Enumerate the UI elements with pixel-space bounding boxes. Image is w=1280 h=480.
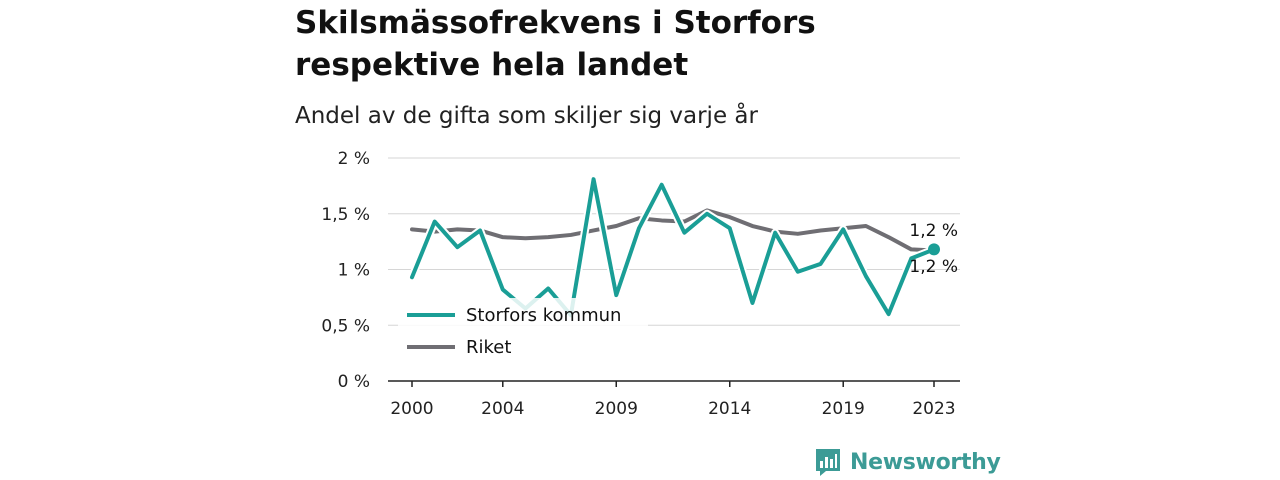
x-tick-label: 2009 (595, 399, 638, 419)
legend-label: Storfors kommun (466, 305, 621, 326)
x-tick-label: 2023 (912, 399, 955, 419)
y-tick-label: 2 % (338, 149, 370, 169)
chart-title: Skilsmässofrekvens i Storfors respektive… (295, 5, 816, 83)
end-labels: 1,2 % 1,2 % (909, 221, 958, 277)
newsworthy-logo-icon (816, 449, 840, 476)
series-lines (408, 175, 938, 320)
end-value-label: 1,2 % (909, 257, 958, 277)
series-line-riket (410, 208, 936, 253)
series-halo (408, 175, 938, 320)
chart-subtitle: Andel av de gifta som skiljer sig varje … (295, 103, 758, 129)
brand-name: Newsworthy (850, 449, 1001, 475)
x-tick-label: 2000 (390, 399, 433, 419)
series-line-storfors (410, 177, 936, 318)
end-point-marker (928, 243, 940, 256)
y-tick-label: 0,5 % (321, 316, 370, 336)
legend-background (398, 298, 648, 368)
legend: Storfors kommun Riket (398, 298, 648, 368)
x-tick-label: 2019 (822, 399, 865, 419)
end-value-label: 1,2 % (909, 221, 958, 241)
x-axis: 2000 2004 2009 2014 2019 2023 (388, 380, 960, 419)
y-tick-label: 1 % (338, 261, 370, 281)
legend-label: Riket (466, 337, 511, 358)
y-tick-label: 0 % (338, 372, 370, 392)
newsworthy-logo: Newsworthy (814, 444, 1001, 480)
x-tick-label: 2014 (708, 399, 751, 419)
y-tick-label: 1,5 % (321, 205, 370, 225)
x-tick-label: 2004 (481, 399, 524, 419)
y-axis: 0 % 0,5 % 1 % 1,5 % 2 % (321, 149, 370, 392)
